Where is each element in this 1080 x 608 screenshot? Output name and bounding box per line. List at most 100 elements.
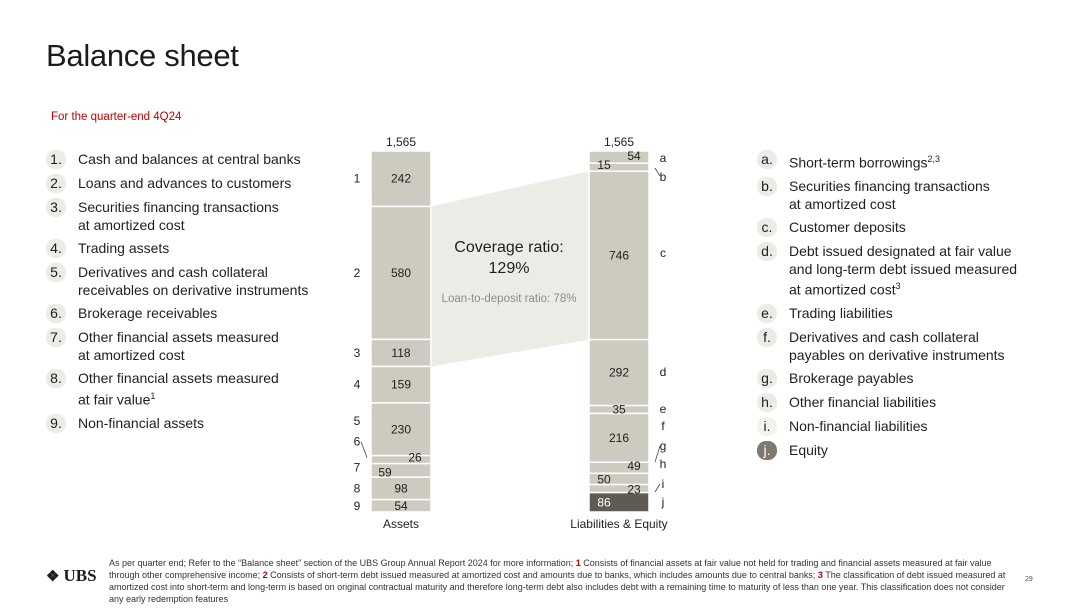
assets-legend-label-line: Brokerage receivables xyxy=(78,305,218,321)
assets-value-label-3: 118 xyxy=(391,346,410,360)
liabilities-legend-label: Non-financial liabilities xyxy=(789,417,928,436)
liabilities-legend-item: d. Debt issued designated at fair value an… xyxy=(757,242,1057,299)
assets-index-label-6: 6 xyxy=(354,435,361,449)
assets-index-label-3: 3 xyxy=(354,346,361,360)
bar-segment-9 xyxy=(370,498,432,513)
assets-index-label-1: 1 xyxy=(354,172,361,186)
assets-legend-number: 2. xyxy=(46,174,66,193)
assets-legend-label: Securities financing transactions at amor… xyxy=(78,198,279,234)
liabilities-value-label-g: 49 xyxy=(627,459,641,473)
assets-index-label-2: 2 xyxy=(354,266,361,280)
assets-value-label-8: 98 xyxy=(394,481,408,495)
liabilities-value-label-f: 216 xyxy=(609,431,629,445)
coverage-bridge-band xyxy=(431,171,589,367)
liabilities-value-label-e: 35 xyxy=(612,403,626,417)
liabilities-legend-item: a. Short-term borrowings2,3 xyxy=(757,150,1057,172)
liabilities-legend-item: f. Derivatives and cash collateral payable… xyxy=(757,328,1057,364)
liabilities-legend-number: j. xyxy=(757,441,777,461)
assets-legend-number: 4. xyxy=(46,239,66,258)
page-number: 29 xyxy=(1025,576,1033,583)
liabilities-legend-item: j. Equity xyxy=(757,441,1057,461)
assets-legend-item: 8. Other financial assets measured at fair… xyxy=(46,369,336,409)
bar-segment-4 xyxy=(370,365,432,404)
liabilities-legend-label-line: Trading liabilities xyxy=(789,305,893,322)
footnote-marker-2: 2 xyxy=(262,570,268,580)
assets-axis-label: Assets xyxy=(383,517,419,531)
ubs-keys-icon: ❖ xyxy=(46,568,60,585)
liabilities-legend-label-line: Other financial liabilities xyxy=(789,394,937,411)
liabilities-legend-label: Debt issued designated at fair value and … xyxy=(789,242,1017,299)
bar-segment-j xyxy=(588,491,650,513)
liabilities-legend-label-line: and long-term debt issued measured xyxy=(789,260,1018,277)
assets-legend-label-line: Securities financing transactions xyxy=(78,199,279,215)
assets-legend-label-line: Loans and advances to customers xyxy=(78,175,292,191)
assets-index-label-7: 7 xyxy=(354,461,361,475)
liabilities-legend-item: b. Securities financing transactions at am… xyxy=(757,177,1057,213)
bar-segment-1 xyxy=(370,150,432,208)
liabilities-legend-number: c. xyxy=(757,218,777,238)
bar-segment-d xyxy=(588,338,650,407)
liabilities-legend-label: Trading liabilities xyxy=(789,304,893,323)
liabilities-index-label-e: e xyxy=(660,402,667,416)
assets-legend-item: 1. Cash and balances at central banks xyxy=(46,150,336,169)
liabilities-legend-label-line: Customer deposits xyxy=(789,219,906,236)
loan-to-deposit-ratio: Loan-to-deposit ratio: 78% xyxy=(442,293,577,305)
liabilities-legend-number: g. xyxy=(757,369,777,389)
liabilities-legend: a. Short-term borrowings2,3 b. Securities f… xyxy=(757,150,1057,465)
liabilities-legend-label-line: at amortized cost xyxy=(789,195,896,212)
liabilities-total-label: 1,565 xyxy=(604,135,634,149)
assets-legend-number: 6. xyxy=(46,304,66,323)
assets-legend-item: 6. Brokerage receivables xyxy=(46,304,336,323)
ubs-logo: ❖ UBS xyxy=(46,566,97,586)
assets-legend-label-line: receivables on derivative instruments xyxy=(78,281,309,298)
liabilities-index-label-f: f xyxy=(661,419,665,433)
assets-index-label-4: 4 xyxy=(354,378,361,392)
assets-value-label-7: 59 xyxy=(378,465,392,479)
liabilities-legend-label-line: Securities financing transactions xyxy=(789,178,990,195)
liabilities-legend-label-line: Debt issued designated at fair value xyxy=(789,243,1012,260)
assets-legend-item: 4. Trading assets xyxy=(46,239,336,258)
liabilities-legend-number: e. xyxy=(757,304,777,324)
liabilities-legend-label: Other financial liabilities xyxy=(789,393,936,412)
assets-legend-label-line: Non-financial assets xyxy=(78,414,205,431)
assets-value-label-2: 580 xyxy=(391,266,411,280)
liabilities-legend-number: f. xyxy=(757,328,777,348)
bar-segment-f xyxy=(588,412,650,463)
liabilities-value-label-c: 746 xyxy=(609,248,629,262)
assets-index-label-9: 9 xyxy=(354,499,361,513)
liabilities-legend-label: Short-term borrowings2,3 xyxy=(789,150,940,172)
footnote-intro: As per quarter end; Refer to the “Balanc… xyxy=(109,558,576,568)
assets-value-label-5: 230 xyxy=(391,422,411,436)
assets-legend-item: 9. Non-financial assets xyxy=(46,413,336,433)
liabilities-axis-label: Liabilities & Equity xyxy=(570,517,667,531)
liabilities-legend-label-line: payables on derivative instruments xyxy=(789,346,1005,363)
leader-line-6 xyxy=(360,441,368,458)
assets-legend-label-line: Cash and balances at central banks xyxy=(78,151,301,167)
liabilities-legend-footnote-ref: 2,3 xyxy=(927,154,941,164)
assets-legend-label-line: at fair value xyxy=(78,391,151,408)
liabilities-index-label-j: j xyxy=(661,495,665,509)
footnote-text-3: The classification of debt issued measur… xyxy=(109,570,1006,604)
assets-legend-item: 2. Loans and advances to customers xyxy=(46,174,336,193)
assets-legend-label-line: Trading assets xyxy=(78,240,170,256)
assets-legend-number: 1. xyxy=(46,150,66,169)
page-title: Balance sheet xyxy=(46,38,239,73)
liabilities-legend-label-line: at amortized cost xyxy=(789,281,896,298)
liabilities-legend-label-line: Equity xyxy=(789,442,828,459)
liabilities-value-label-j: 86 xyxy=(597,495,611,509)
liabilities-legend-item: e. Trading liabilities xyxy=(757,304,1057,324)
assets-legend-label: Trading assets xyxy=(78,239,169,258)
liabilities-legend-item: c. Customer deposits xyxy=(757,218,1057,238)
assets-legend-footnote-ref: 1 xyxy=(150,390,156,401)
liabilities-legend-label-line: Brokerage payables xyxy=(789,370,914,387)
liabilities-value-label-i: 23 xyxy=(627,483,641,497)
footnote-marker-1: 1 xyxy=(575,558,581,568)
liabilities-legend-label: Customer deposits xyxy=(789,218,906,237)
assets-total-label: 1,565 xyxy=(386,135,416,149)
assets-legend-item: 7. Other financial assets measured at amor… xyxy=(46,328,336,364)
assets-legend-label: Other financial assets measured at amorti… xyxy=(78,328,279,364)
liabilities-index-label-g: g xyxy=(660,439,667,453)
assets-legend-label: Derivatives and cash collateral receivabl… xyxy=(78,263,308,299)
liabilities-legend-item: h. Other financial liabilities xyxy=(757,393,1057,413)
assets-legend-label-line: at amortized cost xyxy=(78,346,185,363)
